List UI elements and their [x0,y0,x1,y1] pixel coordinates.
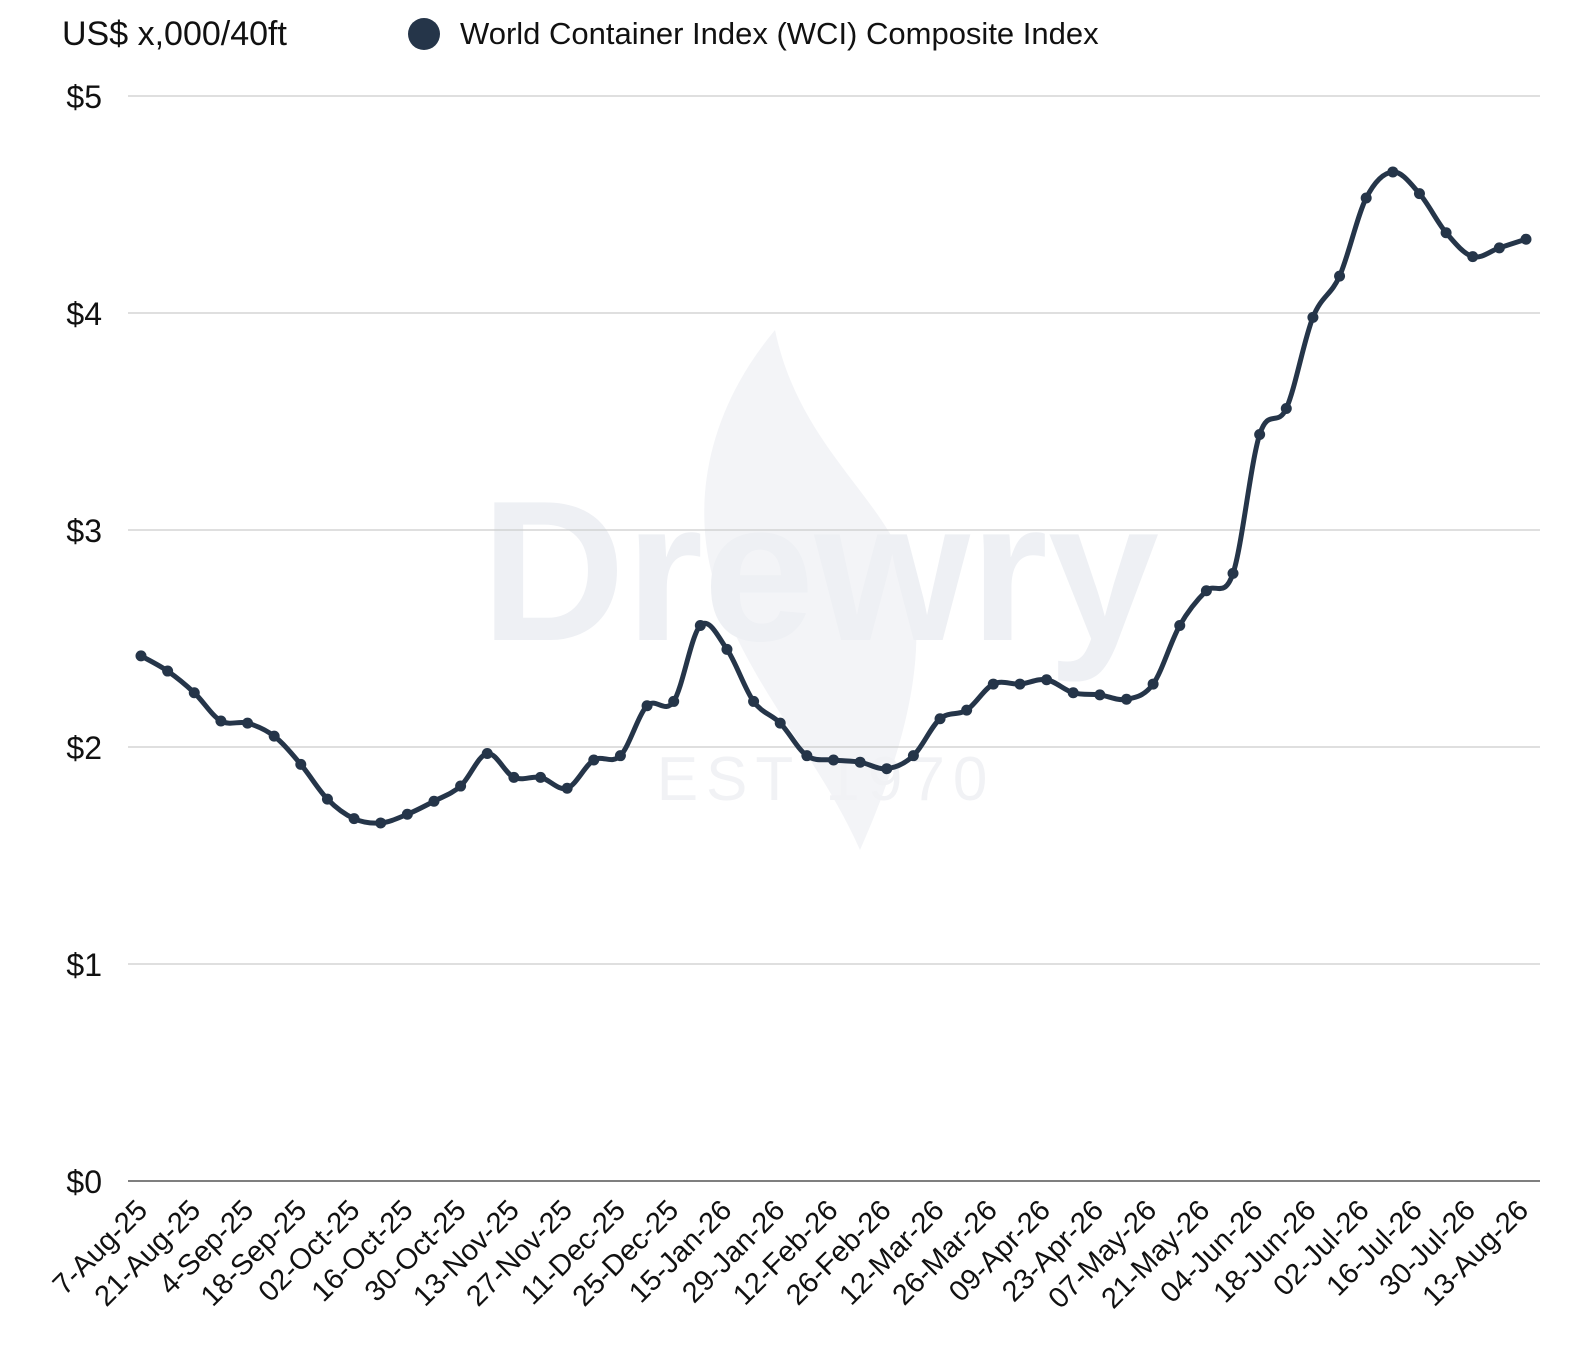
legend: World Container Index (WCI) Composite In… [408,16,1099,51]
y-axis-ticks: $0 $1 $2 $3 $4 $5 [66,79,102,1200]
data-point [1254,429,1266,441]
data-point [907,750,919,762]
y-tick-label: $5 [66,79,102,115]
data-point [401,808,413,820]
data-point [1227,567,1239,579]
y-tick-label: $4 [66,296,102,332]
y-tick-label: $1 [66,947,102,983]
data-point [215,715,227,727]
data-point [774,717,786,729]
data-point [348,813,360,825]
data-point [1041,674,1053,686]
watermark-brand: Drewry [481,460,1159,683]
flame-watermark-shape [704,330,917,850]
data-point [1200,585,1212,597]
data-point [694,619,706,631]
y-tick-label: $2 [66,730,102,766]
data-point [1174,619,1186,631]
data-point [961,704,973,716]
gridlines [128,95,1540,1182]
y-tick-label: $0 [66,1164,102,1200]
data-point [321,793,333,805]
data-point [588,754,600,766]
data-point [614,750,626,762]
data-point [1307,311,1319,323]
data-point [721,643,733,655]
data-point [1014,678,1026,690]
data-point [1520,233,1532,245]
data-point [854,756,866,768]
data-point [188,687,200,699]
data-point [1440,227,1452,239]
data-point [481,748,493,760]
data-point [1360,192,1372,204]
x-axis-ticks: 7-Aug-2521-Aug-254-Sep-2518-Sep-2502-Oct… [47,1194,1535,1315]
data-point [162,665,174,677]
data-point [295,758,307,770]
data-point [135,650,147,662]
data-point [1280,402,1292,414]
data-point [268,730,280,742]
data-point [1120,693,1132,705]
data-point [375,817,387,829]
data-point [801,750,813,762]
data-point [987,678,999,690]
data-point [1413,188,1425,200]
data-point [748,695,760,707]
data-point [1334,270,1346,282]
data-point [455,780,467,792]
data-point [1387,166,1399,178]
legend-marker [408,18,440,50]
data-point [641,700,653,712]
data-point [1094,689,1106,701]
legend-label: World Container Index (WCI) Composite In… [460,16,1099,51]
data-point [1493,242,1505,254]
series-wci-composite [135,166,1532,829]
watermark-established: EST 1970 [657,745,996,814]
y-tick-label: $3 [66,513,102,549]
data-point [828,754,839,766]
data-point [561,782,573,794]
data-point [668,695,680,707]
data-point [535,771,547,783]
data-point [1147,678,1159,690]
data-point [242,717,254,729]
y-unit-label: US$ x,000/40ft [62,15,287,53]
data-point [1067,687,1079,699]
data-point [508,771,520,783]
data-point [1467,251,1479,263]
data-point [881,763,893,775]
data-point [934,713,946,725]
drewry-watermark: Drewry EST 1970 [481,330,1159,850]
data-point [428,795,440,807]
